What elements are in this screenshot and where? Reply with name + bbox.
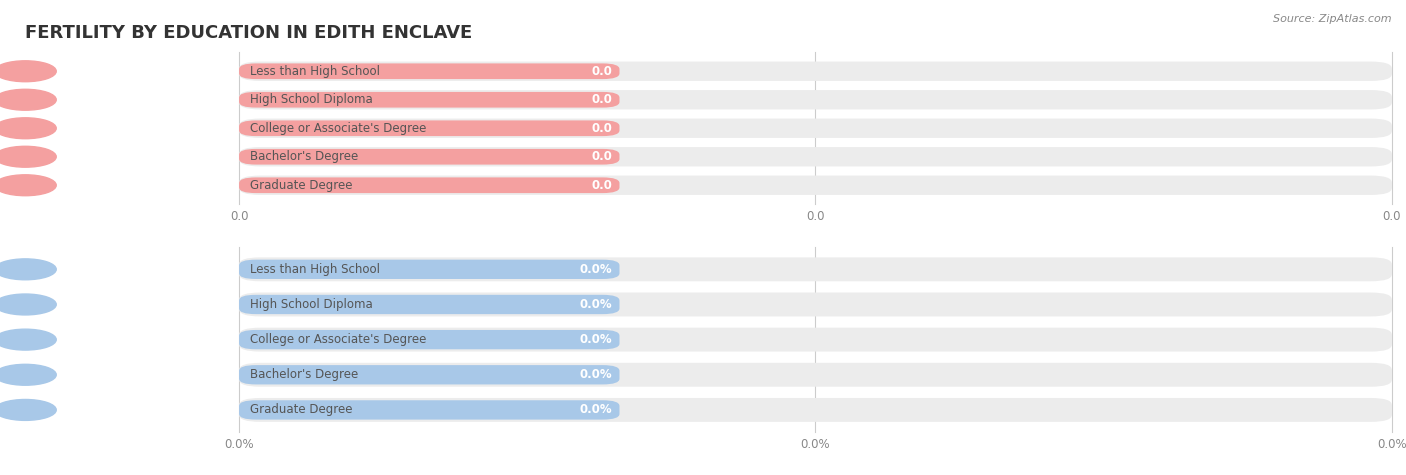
Text: 0.0: 0.0: [592, 122, 613, 135]
Text: Less than High School: Less than High School: [250, 263, 380, 276]
Text: 0.0: 0.0: [592, 93, 613, 106]
Circle shape: [0, 294, 56, 315]
Circle shape: [0, 175, 56, 196]
FancyBboxPatch shape: [239, 365, 620, 384]
Text: 0.0: 0.0: [592, 65, 613, 78]
Text: 0.0%: 0.0%: [224, 437, 254, 451]
FancyBboxPatch shape: [239, 293, 1392, 316]
Text: High School Diploma: High School Diploma: [250, 298, 373, 311]
FancyBboxPatch shape: [239, 398, 1392, 422]
Circle shape: [0, 364, 56, 385]
Circle shape: [0, 61, 56, 82]
Text: 0.0%: 0.0%: [579, 368, 613, 381]
Circle shape: [0, 118, 56, 139]
Text: High School Diploma: High School Diploma: [250, 93, 373, 106]
FancyBboxPatch shape: [239, 363, 1392, 387]
FancyBboxPatch shape: [239, 120, 620, 136]
Text: 0.0: 0.0: [1382, 209, 1402, 223]
FancyBboxPatch shape: [239, 119, 1392, 138]
Text: 0.0%: 0.0%: [579, 333, 613, 346]
Text: FERTILITY BY EDUCATION IN EDITH ENCLAVE: FERTILITY BY EDUCATION IN EDITH ENCLAVE: [25, 24, 472, 42]
Circle shape: [0, 259, 56, 280]
FancyBboxPatch shape: [239, 176, 1392, 195]
Text: 0.0%: 0.0%: [579, 298, 613, 311]
Text: 0.0: 0.0: [592, 150, 613, 163]
Text: 0.0: 0.0: [229, 209, 249, 223]
Text: Source: ZipAtlas.com: Source: ZipAtlas.com: [1274, 14, 1392, 24]
Text: 0.0%: 0.0%: [579, 263, 613, 276]
FancyBboxPatch shape: [239, 90, 1392, 109]
FancyBboxPatch shape: [239, 149, 620, 164]
Text: 0.0: 0.0: [592, 179, 613, 192]
FancyBboxPatch shape: [239, 92, 620, 107]
FancyBboxPatch shape: [239, 328, 1392, 352]
Text: Bachelor's Degree: Bachelor's Degree: [250, 150, 359, 163]
Text: College or Associate's Degree: College or Associate's Degree: [250, 333, 426, 346]
Circle shape: [0, 89, 56, 110]
Text: College or Associate's Degree: College or Associate's Degree: [250, 122, 426, 135]
FancyBboxPatch shape: [239, 257, 1392, 281]
Text: 0.0%: 0.0%: [800, 437, 831, 451]
FancyBboxPatch shape: [239, 400, 620, 419]
FancyBboxPatch shape: [239, 260, 620, 279]
FancyBboxPatch shape: [239, 330, 620, 349]
Text: 0.0: 0.0: [806, 209, 825, 223]
FancyBboxPatch shape: [239, 62, 1392, 81]
Text: 0.0%: 0.0%: [579, 403, 613, 417]
Text: Less than High School: Less than High School: [250, 65, 380, 78]
Text: Graduate Degree: Graduate Degree: [250, 403, 353, 417]
Text: Bachelor's Degree: Bachelor's Degree: [250, 368, 359, 381]
Circle shape: [0, 146, 56, 167]
FancyBboxPatch shape: [239, 295, 620, 314]
FancyBboxPatch shape: [239, 147, 1392, 166]
Circle shape: [0, 399, 56, 420]
FancyBboxPatch shape: [239, 177, 620, 193]
Text: 0.0%: 0.0%: [1376, 437, 1406, 451]
Circle shape: [0, 329, 56, 350]
FancyBboxPatch shape: [239, 63, 620, 79]
Text: Graduate Degree: Graduate Degree: [250, 179, 353, 192]
